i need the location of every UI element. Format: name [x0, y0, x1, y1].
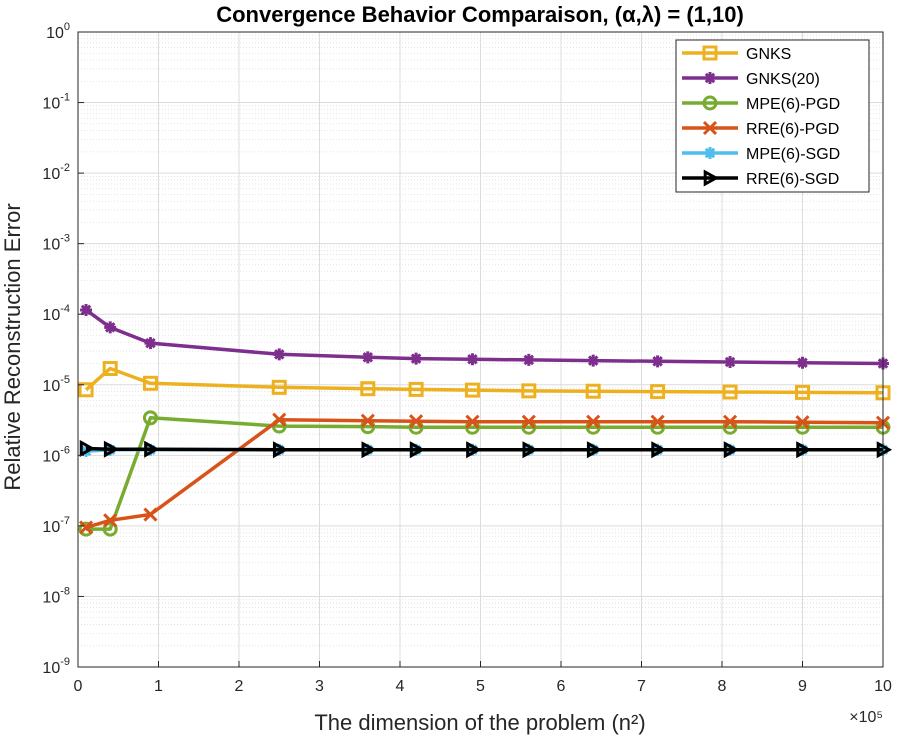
data-point: [723, 441, 740, 459]
data-point: [724, 356, 737, 369]
series-rre-6-sgd: [79, 439, 893, 459]
data-point: [796, 356, 809, 369]
data-point: [522, 353, 535, 366]
data-point: [466, 441, 482, 459]
data-point: [586, 441, 603, 459]
data-point: [78, 520, 94, 535]
data-point: [408, 381, 424, 397]
x-axis-ticks: 0 1 2 3 4 5 6 7 8 9 10: [74, 661, 892, 695]
data-point: [142, 375, 158, 391]
legend-marker-rre-6-sgd: [703, 169, 720, 187]
data-point: [144, 440, 160, 458]
legend: GNKS GNKS(20) MPE(6)-PGD RRE(6)-PGD MPE(6)-S…: [675, 39, 870, 193]
series-line-mpe-6-pgd: [86, 416, 883, 531]
legend-marker-gnks-20: [704, 72, 716, 84]
data-point: [409, 441, 426, 459]
data-point: [273, 348, 286, 361]
data-point: [876, 441, 893, 459]
data-point: [650, 384, 666, 400]
data-point: [79, 439, 96, 458]
legend-label-rre-6-sgd: RRE(6)-SGD: [746, 171, 839, 188]
data-point: [103, 513, 118, 528]
data-point: [521, 414, 536, 429]
x-tick-label: 6: [557, 678, 566, 695]
data-point: [522, 441, 538, 459]
legend-marker-mpe-6-pgd: [702, 95, 718, 111]
data-point: [142, 410, 158, 426]
x-axis-label: The dimension of the problem (n²): [314, 710, 645, 735]
series-gnks: [78, 361, 891, 401]
data-point: [272, 412, 287, 427]
data-point: [410, 352, 423, 365]
data-point: [361, 441, 377, 459]
series-line-rre-6-sgd: [85, 446, 883, 452]
data-point: [271, 379, 287, 395]
data-point: [360, 381, 376, 397]
data-point: [650, 414, 665, 429]
data-point: [144, 337, 157, 350]
data-point: [143, 507, 158, 522]
data-point: [102, 521, 118, 537]
x-tick-label: 4: [396, 678, 405, 695]
data-point: [587, 354, 600, 367]
x-tick-label: 10: [874, 678, 892, 695]
x-tick-label: 7: [637, 678, 646, 695]
data-point: [586, 414, 601, 429]
legend-label-gnks-20: GNKS(20): [746, 71, 820, 88]
data-point: [795, 384, 810, 400]
legend-label-mpe-6-pgd: MPE(6)-PGD: [746, 96, 840, 113]
data-point: [796, 441, 812, 459]
data-point: [361, 351, 374, 364]
x-tick-label: 3: [315, 678, 324, 695]
data-point: [78, 521, 94, 537]
series-line-gnks: [84, 366, 884, 395]
x-tick-label: 1: [154, 678, 163, 695]
data-point: [464, 382, 480, 398]
legend-marker-rre-6-pgd: [702, 120, 718, 136]
series-layer: [78, 303, 893, 537]
data-point: [78, 382, 94, 398]
data-point: [466, 353, 479, 366]
legend-label-mpe-6-sgd: MPE(6)-SGD: [746, 146, 840, 163]
data-point: [104, 321, 117, 334]
data-point: [585, 383, 601, 399]
data-point: [80, 303, 93, 316]
legend-label-gnks: GNKS: [746, 46, 791, 63]
x-multiplier-label: ×10⁵: [849, 709, 883, 726]
x-tick-label: 5: [476, 678, 485, 695]
chart-title: Convergence Behavior Comparaison, (α,λ) …: [216, 2, 744, 27]
legend-box: [675, 39, 870, 193]
data-point: [102, 361, 118, 377]
legend-marker-gnks: [702, 45, 718, 61]
x-tick-label: 8: [718, 678, 727, 695]
data-point: [103, 440, 120, 458]
data-point: [795, 415, 810, 430]
data-point: [409, 414, 424, 429]
data-point: [521, 383, 537, 399]
data-point: [272, 441, 289, 459]
data-point: [651, 441, 667, 459]
data-point: [722, 384, 738, 400]
legend-label-rre-6-pgd: RRE(6)-PGD: [746, 121, 839, 138]
data-point: [722, 414, 738, 429]
x-tick-label: 2: [235, 678, 244, 695]
y-axis-label: Relative Reconstruction Error: [0, 203, 25, 490]
data-point: [651, 355, 664, 368]
x-tick-label: 9: [798, 678, 807, 695]
x-tick-label: 0: [74, 678, 83, 695]
data-point: [360, 413, 375, 428]
data-point: [465, 414, 480, 429]
legend-marker-mpe-6-sgd: [704, 147, 716, 159]
